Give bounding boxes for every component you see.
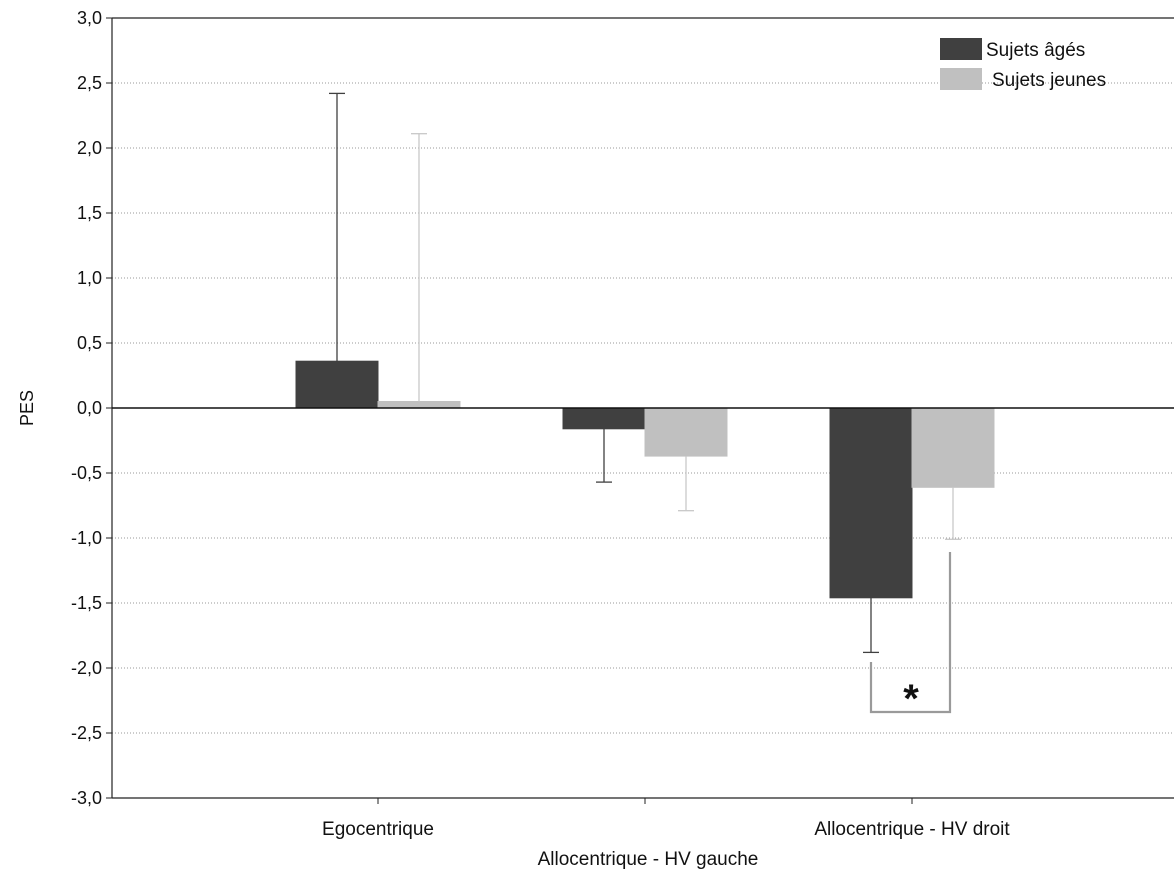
y-tick-label: -0,5: [71, 463, 102, 483]
x-tick-label: Egocentrique: [322, 819, 434, 840]
bar: [377, 401, 461, 409]
y-tick-label: -3,0: [71, 788, 102, 808]
y-tick-label: 1,5: [77, 203, 102, 223]
x-tick-label: Allocentrique - HV gauche: [538, 849, 759, 869]
annotation: *: [869, 552, 952, 721]
significance-star: *: [903, 677, 919, 721]
y-tick-label: 2,5: [77, 73, 102, 93]
bar: [829, 407, 913, 599]
bar: [644, 407, 728, 457]
y-tick-label: -1,0: [71, 528, 102, 548]
bar: [562, 407, 646, 430]
significance-bracket: [869, 552, 952, 714]
y-tick-label: 0,5: [77, 333, 102, 353]
y-tick-label: 0,0: [77, 398, 102, 418]
y-tick-label: 2,0: [77, 138, 102, 158]
bars: [295, 92, 995, 654]
x-tick-label: Allocentrique - HV droit: [814, 819, 1010, 840]
legend-label: Sujets âgés: [986, 40, 1085, 61]
axes: [106, 17, 1174, 804]
y-tick-label: 3,0: [77, 8, 102, 28]
legend-swatch: [940, 68, 982, 90]
y-tick-label: -2,5: [71, 723, 102, 743]
legend-swatch: [940, 38, 982, 60]
y-tick-label: -1,5: [71, 593, 102, 613]
bar: [295, 360, 379, 409]
y-axis-label: PES: [17, 390, 37, 426]
y-tick-label: 1,0: [77, 268, 102, 288]
y-tick-label: -2,0: [71, 658, 102, 678]
legend-label: Sujets jeunes: [992, 70, 1106, 91]
bar: [911, 407, 995, 488]
grid-lines: [112, 82, 1174, 734]
labels: 3,0 2,5 2,0 1,5 1,0 0,5 0,0 -0,5 -1,0 -1,5 -2,0 -2,…: [17, 8, 1010, 870]
legend: Sujets âgés Sujets jeunes: [940, 38, 1106, 91]
